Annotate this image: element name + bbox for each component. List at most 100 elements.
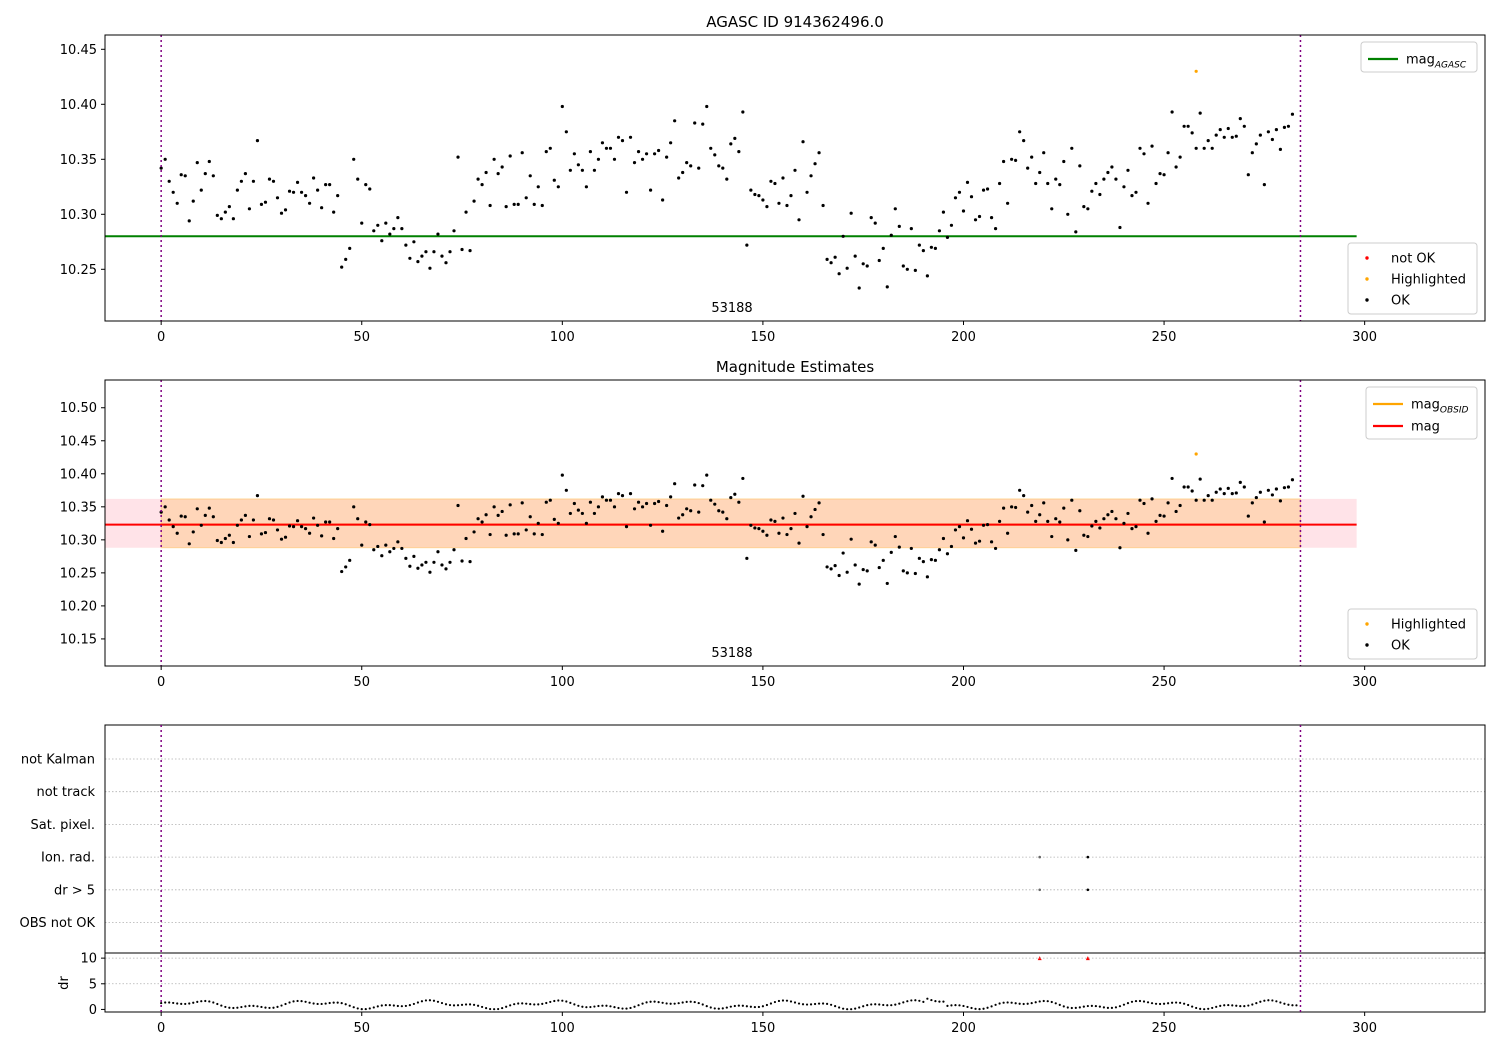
ok-point	[1090, 189, 1094, 193]
ok-point	[548, 498, 552, 502]
dr-point	[1251, 1003, 1254, 1006]
dr-point	[452, 1004, 456, 1007]
ok-point	[889, 233, 893, 237]
ok-point	[797, 541, 801, 545]
dr-point	[216, 1002, 219, 1006]
dr-point	[1275, 1000, 1278, 1003]
ok-point	[1214, 133, 1218, 137]
ok-point	[837, 573, 841, 578]
ok-point	[1194, 146, 1198, 150]
ok-point	[312, 516, 316, 520]
dr-point	[1207, 1007, 1210, 1010]
dr-point	[1042, 999, 1045, 1003]
dr-point	[428, 999, 432, 1002]
legend-marker-swatch	[1365, 277, 1369, 281]
ok-point	[480, 183, 484, 187]
ok-point	[1254, 495, 1258, 500]
dr-point	[372, 1006, 375, 1009]
ok-point	[717, 164, 721, 168]
ok-point	[620, 493, 625, 498]
ok-point	[837, 272, 841, 276]
ok-point	[624, 525, 629, 529]
legend-box	[1347, 608, 1478, 660]
ok-point	[825, 257, 829, 261]
y-tick-label: 10.35	[60, 500, 97, 515]
ok-point	[841, 234, 845, 238]
dr-point	[966, 1005, 969, 1009]
ok-point	[913, 268, 917, 272]
ok-point	[243, 513, 248, 518]
ok-point	[1154, 181, 1158, 186]
ok-point	[957, 525, 962, 529]
ok-point	[965, 519, 970, 523]
dr-point	[878, 1003, 881, 1006]
legend-label: OK	[1391, 639, 1410, 654]
dr-point	[938, 1000, 941, 1003]
dr-point	[789, 1000, 793, 1003]
dr-point	[974, 1007, 977, 1010]
ok-point	[496, 172, 500, 176]
dr-point	[585, 1006, 588, 1009]
ok-point	[713, 502, 717, 506]
dr-point	[432, 999, 436, 1002]
ok-point	[1238, 480, 1242, 484]
ok-point	[1018, 488, 1022, 492]
ok-point	[320, 534, 324, 538]
dr-point	[673, 1002, 676, 1005]
y-tick-label: 10.40	[60, 467, 97, 482]
ok-point	[877, 258, 881, 263]
ok-point	[1106, 513, 1110, 517]
dr-point	[717, 1007, 720, 1010]
ok-point	[961, 536, 966, 540]
dr-point	[697, 1001, 700, 1005]
agasc-panel-marker-legend: not OK Highlighted OK	[1347, 242, 1478, 315]
legend-label: not OK	[1391, 252, 1436, 267]
ok-point	[456, 503, 460, 508]
highlighted-point	[1194, 452, 1198, 456]
ok-point	[496, 513, 500, 518]
ok-point	[568, 168, 572, 172]
magnitude-estimates-points	[159, 452, 1295, 586]
ok-point	[665, 155, 669, 159]
dr-point	[541, 1002, 544, 1006]
dr-point	[537, 1003, 540, 1006]
x-tick-label: 150	[750, 1021, 775, 1036]
ok-point	[231, 540, 235, 545]
ok-point	[1062, 506, 1066, 510]
ok-point	[669, 141, 673, 145]
ok-point	[1154, 519, 1158, 523]
ok-point	[1182, 124, 1186, 128]
ok-point	[251, 518, 256, 522]
x-tick-label: 200	[951, 330, 976, 345]
ok-point	[705, 473, 709, 477]
dr-point	[825, 1002, 829, 1005]
legend-label: Highlighted	[1391, 618, 1466, 633]
ok-point	[753, 526, 757, 530]
dr-point	[392, 1004, 395, 1007]
dr-point	[200, 1000, 203, 1003]
magnitude-estimates-title: Magnitude Estimates	[716, 358, 874, 376]
ok-point	[1086, 207, 1090, 211]
dr-point	[609, 1005, 612, 1008]
ok-point	[993, 546, 998, 551]
dr-point	[460, 1003, 464, 1006]
ok-point	[332, 536, 336, 541]
ok-point	[845, 266, 849, 270]
ok-point	[392, 546, 396, 551]
ok-point	[360, 221, 364, 225]
dr-point	[661, 1001, 664, 1004]
ok-point	[287, 524, 292, 528]
ok-point	[408, 256, 412, 260]
ok-point	[1026, 510, 1030, 514]
ok-point	[721, 510, 725, 514]
flag-row-label: not Kalman	[21, 753, 95, 768]
dr-point	[1283, 1002, 1286, 1005]
dr-point	[1235, 1004, 1238, 1007]
ok-point	[1094, 519, 1098, 523]
ok-point	[1138, 498, 1142, 502]
ok-point	[195, 161, 199, 165]
dr-point	[890, 1004, 893, 1007]
ok-point	[1014, 505, 1018, 510]
ok-point	[1010, 505, 1014, 509]
ok-point	[801, 140, 805, 144]
